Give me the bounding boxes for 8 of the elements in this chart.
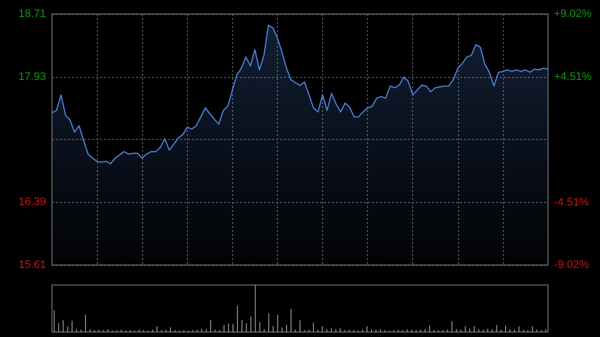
y2-tick-label: +9.02%: [554, 8, 592, 20]
y-tick-label: 16.39: [18, 196, 46, 208]
y-tick-label: 15.61: [18, 259, 46, 271]
y-tick-label: 17.93: [18, 71, 46, 84]
y2-tick-label: -9.02%: [554, 259, 590, 271]
y-tick-label: 18.71: [18, 8, 46, 20]
y2-tick-label: -4.51%: [554, 196, 590, 208]
y2-tick-label: +4.51%: [554, 70, 592, 83]
